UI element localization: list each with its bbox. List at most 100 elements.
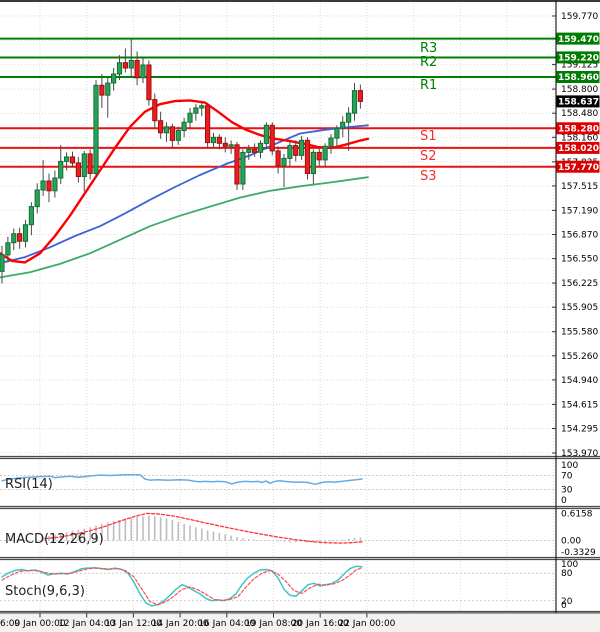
- candle-up: [181, 121, 187, 131]
- candle-down: [216, 136, 223, 144]
- price-badge-value: 158.280: [558, 124, 599, 134]
- price-badge: [556, 122, 600, 135]
- candle-down: [252, 148, 258, 153]
- panel-separator: [0, 506, 600, 509]
- candles: [0, 39, 363, 284]
- candle-down: [205, 105, 211, 144]
- support-label-s2: S2: [420, 149, 437, 164]
- time-tick-label: 9 Jan 00:00: [14, 619, 66, 629]
- candle-down: [304, 139, 311, 175]
- candle-up: [299, 139, 305, 156]
- time-tick-label: 16 Jan 04:00: [198, 619, 255, 629]
- time-tick-label: 12 Jan 04:00: [58, 619, 115, 629]
- macd-scale-label: 0.6158: [561, 509, 593, 519]
- price-badge-value: 157.770: [558, 163, 599, 173]
- price-badge: [556, 95, 600, 108]
- resistance-label-r3: R3: [420, 41, 438, 56]
- candle-up: [287, 145, 293, 159]
- candle-up: [128, 60, 134, 69]
- candle-down: [146, 64, 152, 101]
- price-tick-label: 157.190: [561, 206, 598, 216]
- time-tick-label: 6:00: [0, 619, 20, 629]
- resistance-label-r1: R1: [420, 78, 438, 93]
- time-tick-label: 20 Jan 16:00: [292, 619, 349, 629]
- macd-signal-line: [44, 512, 363, 544]
- candle-up: [346, 112, 352, 123]
- candle-down: [17, 233, 23, 242]
- rsi-line: [1, 474, 363, 486]
- ma-slow-green: [0, 176, 369, 279]
- candle-up: [193, 107, 199, 114]
- price-tick-label: 159.770: [561, 12, 598, 22]
- candle-down: [69, 156, 76, 164]
- candle-up: [263, 124, 269, 144]
- candle-up: [52, 177, 58, 192]
- gridlines: [0, 3, 556, 610]
- macd-scale-label: 0.00: [561, 537, 581, 547]
- candle-down: [275, 150, 281, 167]
- price-badge-value: 159.220: [558, 54, 599, 64]
- candle-down: [293, 145, 299, 156]
- candle-up: [310, 151, 316, 174]
- candle-up: [28, 206, 34, 226]
- candle-up: [0, 254, 5, 272]
- time-tick-label: 14 Jan 20:00: [152, 619, 209, 629]
- stoch-d-line: [1, 567, 363, 606]
- price-tick-label: 157.515: [561, 182, 598, 192]
- candle-up: [93, 84, 99, 174]
- support-label-s1: S1: [420, 129, 437, 144]
- candle-up: [5, 242, 11, 256]
- candle-up: [240, 151, 246, 185]
- price-tick-label: 153.970: [561, 449, 598, 459]
- rsi-panel: [1, 474, 363, 486]
- price-badge-value: 158.637: [558, 98, 599, 108]
- price-badge-value: 158.960: [558, 73, 599, 83]
- panel-separator: [0, 456, 600, 459]
- candle-down: [152, 99, 158, 122]
- candle-up: [281, 157, 287, 167]
- macd-scale-label: -0.3329: [561, 548, 596, 558]
- candle-down: [158, 120, 164, 134]
- candle-up: [111, 73, 117, 84]
- candle-down: [134, 60, 140, 79]
- candle-up: [140, 64, 146, 79]
- price-tick-label: 154.615: [561, 400, 598, 410]
- price-tick-label: 159.125: [561, 61, 598, 71]
- price-badges: 159.470 159.220 158.960 158.637 158.280 158.0…: [556, 32, 600, 173]
- candle-down: [122, 62, 129, 69]
- candle-down: [222, 142, 228, 147]
- stoch-scale-label: 80: [561, 569, 573, 579]
- candle-down: [46, 180, 52, 192]
- ma-mid-blue: [0, 124, 369, 264]
- candle-up: [187, 112, 193, 123]
- price-badge: [556, 71, 600, 83]
- candle-up: [58, 160, 64, 179]
- price-badge: [556, 32, 600, 45]
- price-badge: [556, 51, 600, 64]
- stoch-scale-label: 20: [561, 597, 573, 607]
- price-badge: [556, 160, 600, 173]
- time-axis-strip: [0, 613, 600, 632]
- candle-down: [269, 124, 275, 152]
- moving-averages: [0, 99, 370, 279]
- price-tick-label: 155.260: [561, 352, 598, 362]
- panel-separator: [0, 611, 600, 614]
- price-tick-label: 154.940: [561, 376, 598, 386]
- candle-down: [75, 162, 82, 177]
- candle-up: [116, 62, 123, 75]
- price-tick-label: 156.225: [561, 279, 598, 289]
- stoch-panel: [1, 565, 363, 607]
- time-tick-label: 19 Jan 08:00: [245, 619, 302, 629]
- price-tick-label: 158.160: [561, 133, 598, 143]
- price-badge: [556, 141, 600, 154]
- candle-down: [99, 84, 105, 96]
- time-tick-label: 13 Jan 12:00: [105, 619, 162, 629]
- rsi-scale-label: 0: [561, 496, 567, 506]
- candle-up: [64, 156, 70, 162]
- candle-down: [169, 126, 176, 141]
- stoch-label: Stoch(9,6,3): [5, 584, 85, 599]
- candle-down: [357, 90, 363, 102]
- stoch-scale-label: 100: [561, 560, 578, 570]
